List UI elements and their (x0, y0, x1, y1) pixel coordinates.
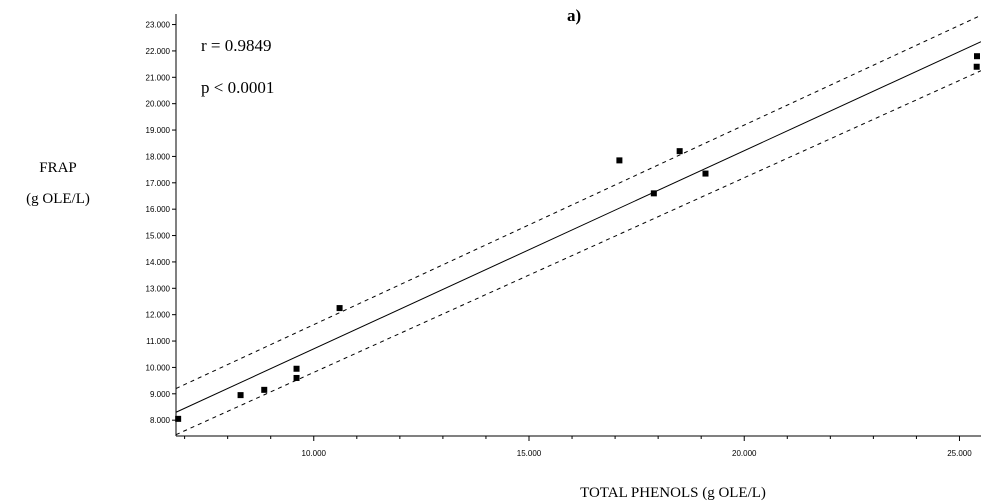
y-tick-label: 19.000 (146, 126, 171, 135)
y-tick-label: 13.000 (146, 284, 171, 293)
data-point (974, 53, 980, 60)
data-point (293, 374, 300, 381)
data-point (336, 305, 343, 312)
y-tick-label: 22.000 (146, 47, 171, 56)
data-point (175, 415, 182, 422)
y-tick-label: 12.000 (146, 311, 171, 320)
y-tick-label: 10.000 (146, 363, 171, 372)
y-tick-label: 23.000 (146, 21, 171, 30)
data-point (650, 190, 657, 197)
y-axis-title-line-2: (g OLE/L) (26, 191, 90, 207)
y-tick-label: 20.000 (146, 100, 171, 109)
y-tick-label: 15.000 (146, 232, 171, 241)
data-point (702, 170, 709, 177)
x-tick-label: 20.000 (732, 449, 757, 458)
y-tick-label: 18.000 (146, 152, 171, 161)
data-point (973, 63, 980, 70)
x-tick-label: 10.000 (302, 449, 327, 458)
y-tick-label: 8.000 (150, 416, 171, 425)
panel-label: a) (567, 6, 581, 25)
y-tick-label: 16.000 (146, 205, 171, 214)
regression-line (175, 41, 981, 413)
p-value-annotation: p < 0.0001 (201, 78, 274, 97)
y-axis-title-line-1: FRAP (39, 160, 77, 176)
confidence-band-upper (175, 14, 981, 389)
x-tick-label: 25.000 (947, 449, 972, 458)
y-tick-label: 14.000 (146, 258, 171, 267)
y-tick-label: 17.000 (146, 179, 171, 188)
data-point (261, 386, 268, 393)
x-tick-label: 15.000 (517, 449, 542, 458)
y-tick-label: 9.000 (150, 390, 171, 399)
data-point (237, 392, 244, 399)
correlation-annotation: r = 0.9849 (201, 36, 272, 55)
x-axis-title: TOTAL PHENOLS (g OLE/L) (580, 485, 766, 501)
data-point (293, 365, 300, 372)
data-point (676, 148, 683, 155)
y-tick-label: 11.000 (146, 337, 170, 346)
confidence-band-lower (175, 70, 981, 436)
data-point (616, 157, 623, 164)
y-tick-label: 21.000 (146, 73, 171, 82)
